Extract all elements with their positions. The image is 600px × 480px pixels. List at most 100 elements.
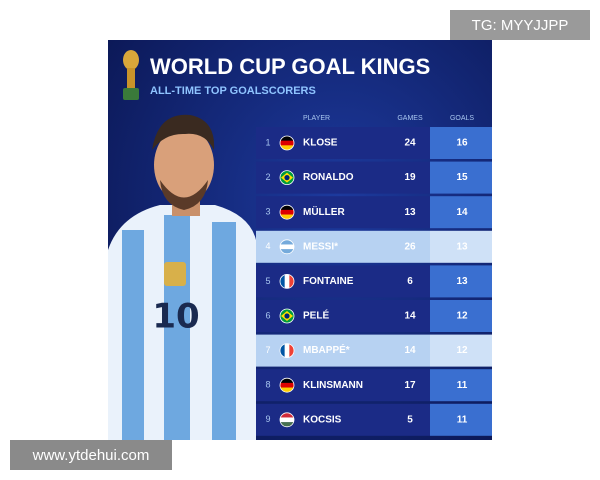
player-name: RONALDO bbox=[303, 172, 354, 183]
flag-part bbox=[280, 239, 294, 245]
flag-part bbox=[284, 313, 290, 319]
games: 17 bbox=[404, 380, 416, 391]
table: 1 KLOSE 24 16 2 RONALDO 19 15 3 MÜLLER 13 14 4 MESSI*… bbox=[256, 127, 492, 436]
flag-ring bbox=[279, 308, 295, 324]
column-header: GAMES bbox=[397, 115, 423, 122]
rank: 9 bbox=[265, 414, 270, 424]
table-row: 4 MESSI* 26 13 bbox=[256, 230, 492, 263]
watermark-box bbox=[10, 440, 172, 470]
rank: 5 bbox=[265, 276, 270, 286]
table-row: 2 RONALDO 19 15 bbox=[256, 161, 492, 194]
player-name: PELÉ bbox=[303, 309, 329, 322]
goals-cell bbox=[430, 300, 492, 332]
goals: 12 bbox=[456, 345, 468, 356]
flag-part bbox=[284, 175, 290, 181]
flag-icon bbox=[280, 274, 294, 289]
games: 5 bbox=[407, 414, 413, 425]
flag-ring bbox=[279, 412, 295, 428]
table-row: 6 PELÉ 14 12 bbox=[256, 300, 492, 332]
flag-icon bbox=[280, 136, 294, 150]
player-name: MESSI* bbox=[303, 241, 338, 252]
table-row: 7 MBAPPÉ* 14 12 bbox=[256, 334, 492, 367]
player-name: MÜLLER bbox=[303, 205, 345, 218]
player-name: KLINSMANN bbox=[303, 380, 363, 391]
games: 14 bbox=[404, 345, 416, 356]
rank: 1 bbox=[265, 137, 270, 147]
goals-cell bbox=[430, 161, 492, 194]
goals: 13 bbox=[456, 276, 468, 287]
flag-part bbox=[280, 387, 294, 393]
goals: 14 bbox=[456, 207, 468, 218]
flag-icon bbox=[280, 378, 294, 393]
column-header: PLAYER bbox=[303, 115, 330, 122]
goals-cell bbox=[430, 369, 492, 402]
table-row: 1 KLOSE 24 16 bbox=[256, 127, 492, 159]
flag-icon bbox=[280, 309, 294, 323]
flag-icon bbox=[280, 170, 294, 185]
flag-part bbox=[280, 209, 294, 215]
games: 6 bbox=[407, 276, 413, 287]
goals-cell bbox=[430, 127, 492, 159]
games: 19 bbox=[404, 172, 416, 183]
table-header: PLAYER GAMES GOALS bbox=[303, 115, 474, 122]
watermark: TG: MYYJJPP bbox=[472, 17, 569, 34]
flag-part bbox=[280, 378, 294, 384]
goals: 13 bbox=[456, 241, 468, 252]
player-name: KLOSE bbox=[303, 138, 338, 149]
table-row: 5 FONTAINE 6 13 bbox=[256, 265, 492, 298]
player-name: FONTAINE bbox=[303, 276, 354, 287]
rank: 7 bbox=[265, 345, 270, 355]
goals: 15 bbox=[456, 172, 468, 183]
flag-icon bbox=[280, 412, 294, 427]
flag-ring bbox=[279, 204, 295, 220]
flag-part bbox=[280, 214, 294, 220]
games: 26 bbox=[404, 241, 416, 252]
flag-icon bbox=[280, 343, 294, 358]
flag-part bbox=[280, 136, 294, 141]
rank: 2 bbox=[265, 172, 270, 182]
games: 24 bbox=[404, 138, 416, 149]
player-photo: 10 bbox=[108, 114, 256, 440]
player-name: MBAPPÉ* bbox=[303, 343, 350, 356]
flag-part bbox=[289, 274, 294, 289]
goals-cell bbox=[430, 196, 492, 229]
flag-part bbox=[280, 422, 294, 427]
goals: 16 bbox=[456, 138, 468, 149]
flag-icon bbox=[280, 205, 294, 220]
svg-text:10: 10 bbox=[152, 297, 199, 337]
table-row: 9 KOCSIS 5 11 bbox=[256, 403, 492, 436]
flag-ring bbox=[279, 135, 295, 151]
rank: 4 bbox=[265, 241, 270, 251]
flag-part bbox=[280, 249, 294, 254]
subtitle: ALL-TIME TOP GOALSCORERS bbox=[150, 85, 316, 97]
games: 14 bbox=[404, 311, 416, 322]
goals-cell bbox=[430, 265, 492, 298]
flag-part bbox=[280, 140, 294, 146]
flag-part bbox=[280, 244, 294, 250]
flag-ring bbox=[279, 377, 295, 393]
flag-part bbox=[280, 145, 294, 150]
trophy-icon bbox=[123, 50, 139, 100]
rank: 6 bbox=[265, 310, 270, 320]
flag-ring bbox=[279, 239, 295, 255]
flag-part bbox=[284, 343, 290, 358]
column-header: GOALS bbox=[450, 115, 474, 122]
flag-part bbox=[280, 412, 294, 418]
goals-cell bbox=[430, 334, 492, 367]
flag-ring bbox=[279, 343, 295, 359]
rank: 8 bbox=[265, 380, 270, 390]
flag-part bbox=[280, 343, 285, 358]
goals: 11 bbox=[457, 380, 468, 391]
games: 13 bbox=[404, 207, 416, 218]
flag-part bbox=[280, 205, 294, 211]
watermark-box bbox=[450, 10, 590, 40]
goals: 12 bbox=[456, 311, 468, 322]
flag-part bbox=[284, 274, 290, 289]
flag-ring bbox=[279, 170, 295, 186]
goals: 11 bbox=[457, 414, 468, 425]
rank: 3 bbox=[265, 207, 270, 217]
table-row: 3 MÜLLER 13 14 bbox=[256, 196, 492, 229]
watermark: www.ytdehui.com bbox=[32, 447, 150, 464]
title: WORLD CUP GOAL KINGS bbox=[150, 54, 430, 79]
